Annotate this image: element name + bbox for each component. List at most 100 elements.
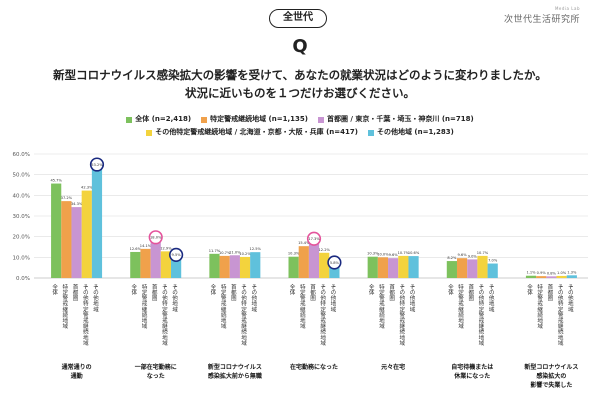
bar-value-label: 9.6% [389, 253, 399, 257]
bar [556, 275, 567, 278]
bar [61, 201, 72, 278]
highlight-circle [327, 255, 342, 270]
bar-value-label: 10.7% [398, 251, 410, 255]
series-axis-label: 特定警戒継続地域 [220, 283, 227, 329]
series-axis-label: 全体 [209, 283, 216, 297]
bar [288, 256, 299, 278]
bar-value-label: 12.9% [160, 246, 172, 250]
bar-value-label: 8.2% [447, 256, 457, 260]
bar-value-label: 12.2% [318, 248, 330, 252]
highlight-value-label: 53.2% [91, 163, 103, 167]
bar-value-label: 0.8% [547, 271, 557, 275]
logo-subtext: Media Lab [554, 6, 580, 11]
series-axis-label: 全体 [130, 283, 137, 297]
series-axis-label: その他特定警戒継続地域 [319, 284, 326, 346]
highlight-value-label: 5.8% [330, 261, 340, 265]
legend-row: その他特定警戒継続地域 / 北海道・京都・大阪・兵庫 (n=417) その他地域 … [0, 126, 600, 139]
category-label: 新型コロナウイルス [208, 363, 262, 371]
bar-value-label: 10.0% [377, 252, 389, 256]
series-axis-label: 特定警戒継続地域 [536, 283, 543, 329]
bar [150, 240, 161, 278]
bar-value-label: 9.0% [468, 254, 478, 258]
bar [446, 261, 457, 278]
y-tick-label: 60.0% [13, 152, 30, 158]
bar-value-label: 34.3% [71, 202, 83, 206]
bar-value-label: 1.1% [526, 271, 536, 275]
category-label: 影響で失業した [530, 381, 572, 389]
bar-value-label: 1.3% [567, 270, 577, 274]
series-axis-label: 特定警戒継続地域 [299, 283, 306, 329]
series-axis-label: 全体 [526, 283, 533, 297]
series-axis-label: その他地域 [488, 284, 495, 312]
bar [546, 276, 557, 278]
series-axis-label: 特定警戒継続地域 [61, 283, 68, 329]
bar-value-label: 7.0% [488, 259, 498, 263]
bar [329, 266, 340, 278]
bar [308, 242, 320, 278]
y-tick-label: 10.0% [13, 255, 30, 261]
series-axis-label: 特定警戒継続地域 [457, 283, 464, 329]
bar [239, 256, 251, 278]
legend-label: 首都圏 / 東京・千葉・埼玉・神奈川 (n=718) [326, 115, 474, 123]
question-line-2: 状況に近いものを１つだけお選びください。 [185, 86, 415, 100]
series-axis-label: その他特定警戒継続地域 [557, 284, 564, 346]
category-label: 一部在宅勤務に [135, 363, 177, 371]
bar-value-label: 0.9% [537, 271, 547, 275]
series-axis-label: 全体 [51, 283, 58, 297]
bar-value-label: 12.6% [130, 247, 142, 251]
legend-item: その他特定警戒継続地域 / 北海道・京都・大阪・兵庫 (n=417) [146, 126, 358, 139]
bar [377, 257, 389, 278]
legend-label: 全体 (n=2,418) [135, 115, 192, 123]
bar [171, 258, 182, 278]
y-tick-label: 30.0% [13, 214, 30, 220]
category-label: 休業になった [453, 372, 490, 380]
bar-value-label: 10.6% [408, 251, 420, 255]
bar [487, 263, 498, 278]
bar [71, 207, 82, 278]
series-axis-label: その他地域 [567, 284, 574, 312]
highlight-circle [169, 247, 184, 262]
series-axis-label: 首都圏 [546, 283, 553, 302]
category-label: 感染拡大の [536, 372, 566, 380]
series-axis-label: 首都圏 [230, 283, 237, 302]
bar [209, 253, 220, 278]
bar [51, 183, 62, 278]
bar [456, 258, 468, 278]
bar-value-label: 37.2% [61, 196, 73, 200]
series-axis-label: その他地域 [171, 284, 178, 312]
series-axis-label: その他特定警戒継続地域 [161, 284, 168, 346]
bar-value-label: 12.5% [250, 247, 262, 251]
bar-value-label: 14.1% [140, 244, 152, 248]
series-axis-label: その他地域 [92, 284, 99, 312]
bar [408, 256, 419, 278]
bar-value-label: 15.4% [298, 241, 310, 245]
legend-item: その他地域 (n=1,283) [367, 126, 454, 139]
highlight-circle [306, 231, 322, 246]
bar [219, 255, 230, 278]
category-label: 通勤 [71, 372, 83, 380]
legend-swatch [201, 116, 208, 123]
series-axis-label: 全体 [447, 283, 454, 297]
series-axis-label: 特定警戒継続地域 [141, 283, 148, 329]
series-axis-label: 特定警戒継続地域 [378, 283, 385, 329]
bar-value-label: 10.2% [239, 252, 251, 256]
category-label: 通常通りの [62, 363, 92, 371]
highlight-value-label: 17.3% [308, 237, 320, 241]
series-axis-label: 首都圏 [467, 283, 474, 302]
bar [91, 168, 103, 278]
bar [477, 255, 488, 278]
bar [566, 275, 577, 278]
bar [388, 258, 399, 278]
bar-value-label: 42.3% [81, 186, 93, 190]
bar-value-label: 10.3% [367, 252, 379, 256]
bar-value-label: 10.7% [477, 251, 489, 255]
bar [160, 251, 172, 278]
series-axis-label: 全体 [289, 283, 296, 297]
legend-item: 全体 (n=2,418) [126, 113, 191, 126]
category-label: 在宅勤務になった [290, 363, 338, 371]
legend-label: 特定警戒継続地域 (n=1,135) [210, 115, 308, 123]
category-label: 元々在宅 [381, 363, 405, 371]
question-line-1: 新型コロナウイルス感染拡大の影響を受けて、あなたの就業状況はどのように変わりまし… [53, 68, 547, 82]
highlight-value-label: 18.0% [150, 236, 162, 240]
